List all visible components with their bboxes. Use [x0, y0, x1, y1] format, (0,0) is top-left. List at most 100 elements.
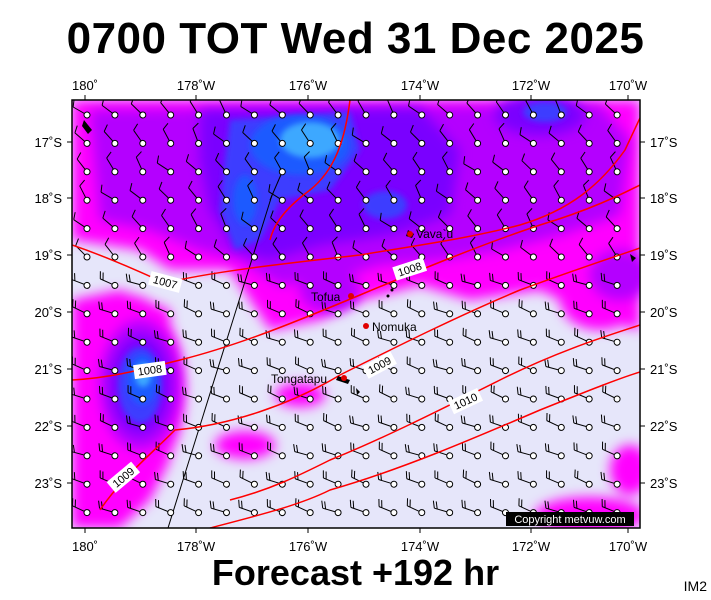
isobar-line [209, 371, 640, 528]
wind-barb [466, 100, 482, 119]
lat-label: 21˚S [35, 362, 63, 377]
wind-barb [434, 271, 454, 289]
wind-barb [103, 124, 119, 147]
wind-barb [519, 127, 537, 147]
lon-label: 170˚W [609, 539, 648, 554]
wind-barb [574, 469, 593, 488]
wind-barb [209, 358, 230, 375]
wind-barb [211, 470, 230, 488]
wind-barb [160, 100, 175, 119]
wind-barb [127, 327, 147, 346]
wind-barb [465, 182, 482, 204]
wind-barb [155, 384, 175, 403]
lat-label: 17˚S [35, 135, 63, 150]
wind-barb [405, 471, 426, 488]
wind-barb [463, 156, 482, 176]
wind-barb [573, 442, 593, 460]
wind-barb [328, 100, 342, 119]
wind-barb [435, 183, 454, 204]
wind-barb [379, 212, 398, 233]
wind-barb [406, 356, 426, 375]
wind-barb [209, 301, 230, 318]
wind-barb [156, 155, 175, 176]
wind-barb [578, 237, 593, 261]
island-shape [630, 254, 636, 262]
wind-barb [350, 385, 370, 403]
wind-barb [75, 238, 91, 261]
wind-barb [408, 211, 426, 233]
wind-barb [553, 179, 565, 204]
lat-label: 23˚S [650, 476, 678, 491]
wind-barb [437, 210, 454, 233]
wind-barbs [72, 100, 621, 517]
wind-barb [460, 273, 482, 289]
lon-label: 170˚W [609, 78, 648, 93]
wind-barb [76, 152, 91, 176]
place-label-tongatapu: Tongatapu [271, 372, 327, 386]
place-marker [407, 231, 413, 237]
wind-barb [238, 442, 258, 460]
wind-barb [271, 124, 286, 147]
lat-label: 18˚S [35, 191, 63, 206]
wind-barb [72, 329, 91, 346]
wind-barb [415, 179, 426, 204]
wind-barb [377, 414, 398, 431]
wind-barb [350, 327, 370, 346]
wind-barb [209, 500, 230, 517]
wind-barb [462, 327, 482, 346]
wind-barb [184, 240, 203, 261]
wind-barb [601, 357, 621, 375]
wind-barb [321, 358, 342, 375]
wind-barb [188, 180, 203, 204]
wind-barb [326, 181, 342, 204]
wind-barb [600, 471, 621, 488]
wind-barb [601, 299, 621, 318]
wind-barb [523, 180, 537, 204]
wind-barb [358, 208, 370, 233]
wind-barb [546, 413, 565, 431]
wind-barb [238, 499, 258, 517]
wind-barb [72, 498, 91, 517]
wind-barb [182, 272, 203, 289]
wind-barb [434, 470, 454, 488]
lat-label: 18˚S [650, 191, 678, 206]
wind-barb [377, 272, 398, 289]
wind-barb [434, 328, 454, 346]
wind-barb [101, 100, 119, 119]
wind-barb [545, 328, 565, 346]
wind-barb [324, 155, 342, 176]
map-frame [71, 99, 641, 529]
wind-barb [301, 123, 314, 147]
wind-barb [98, 385, 119, 403]
lat-label: 21˚S [650, 362, 678, 377]
wind-barb [518, 299, 537, 318]
wind-barb [432, 500, 454, 517]
wind-barb [154, 414, 175, 431]
wind-barb [433, 301, 454, 318]
wind-barb [381, 238, 398, 261]
wind-barb [469, 236, 482, 261]
wind-barb [182, 471, 203, 488]
wind-barb [106, 151, 119, 176]
lon-label: 176˚W [289, 539, 328, 554]
wind-barb [102, 210, 119, 233]
wind-barb [190, 208, 203, 233]
wind-barb [377, 330, 398, 346]
place-label-vavau: Vava`u [416, 227, 453, 241]
wind-barb [158, 181, 175, 204]
wind-barb [605, 209, 621, 233]
wind-barb [129, 183, 147, 204]
wind-barb [549, 238, 565, 261]
wind-barb [211, 413, 230, 431]
wind-barb [517, 413, 537, 431]
wind-barb [461, 358, 482, 375]
wind-barb [405, 329, 426, 346]
wind-barb [434, 413, 454, 431]
lat-label: 20˚S [35, 305, 63, 320]
wind-barb [437, 100, 454, 119]
lon-label: 174˚W [401, 539, 440, 554]
wind-barb [185, 154, 203, 176]
isobar-label: 1008 [137, 363, 163, 378]
wind-barb [247, 179, 258, 204]
wind-barb [211, 328, 230, 346]
